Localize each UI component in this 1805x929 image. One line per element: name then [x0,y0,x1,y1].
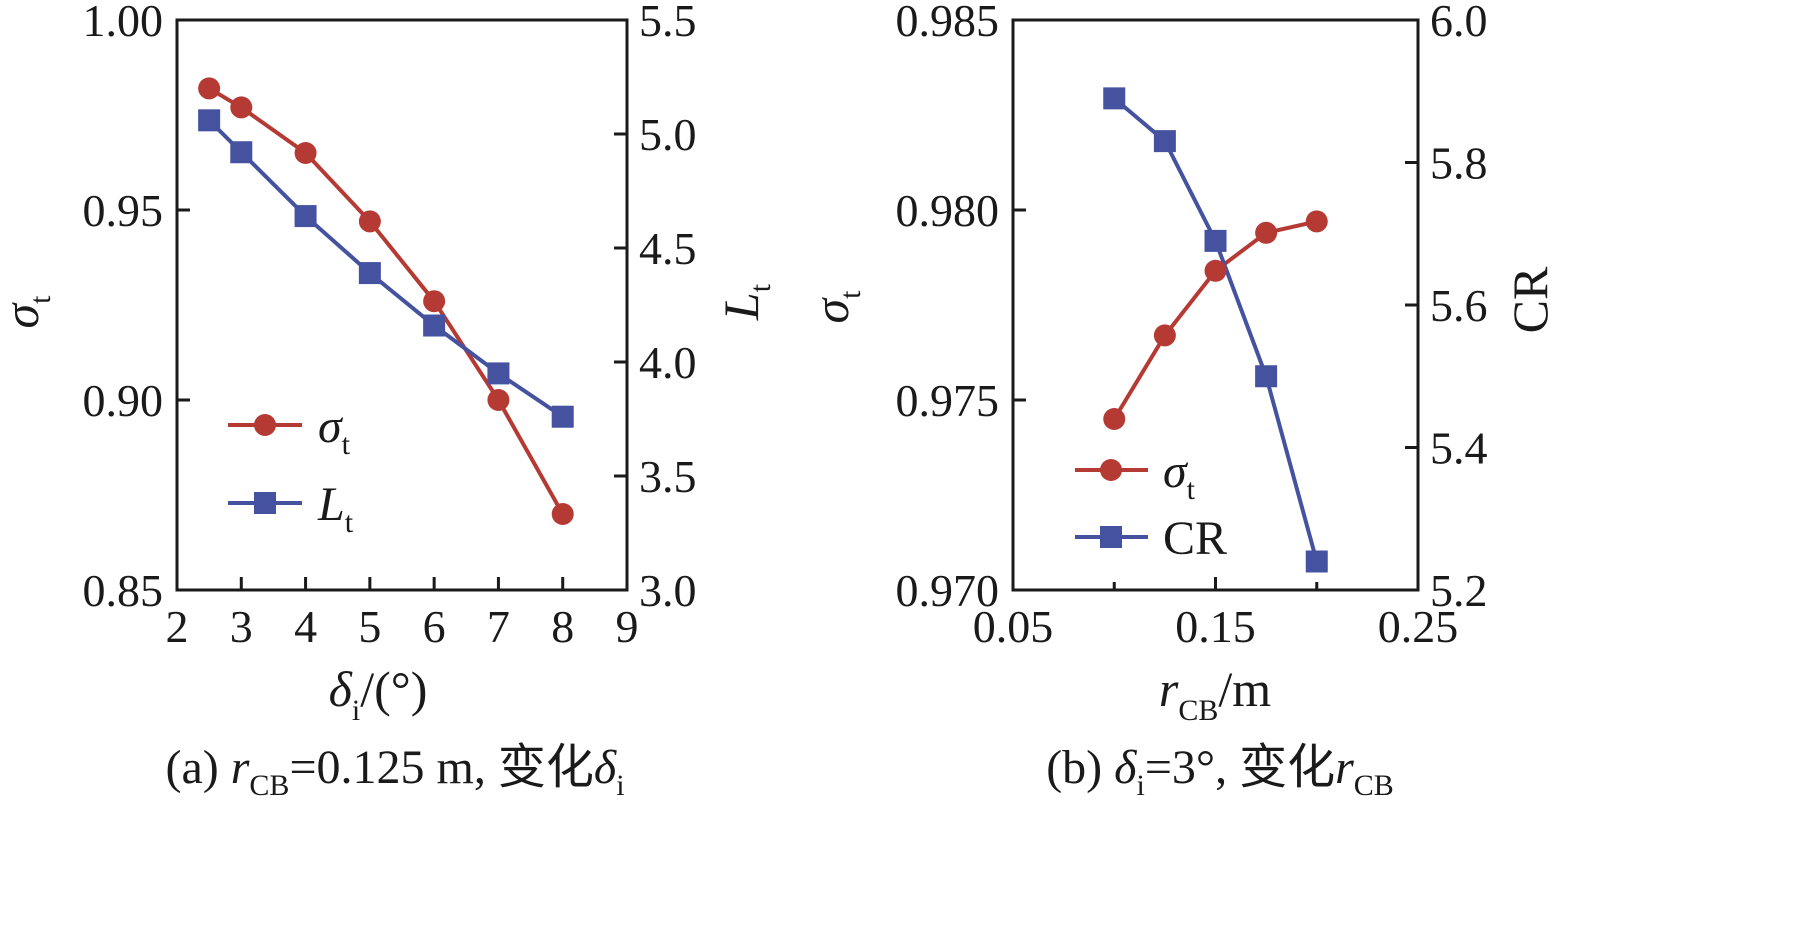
data-point-CR [1255,365,1278,388]
series-line-CR [1112,96,1319,563]
y-right-tick-label: 5.2 [1430,565,1488,616]
series-markers-a [198,77,574,525]
data-point-σt [423,290,446,313]
legend-a: σt Lt [228,400,354,539]
data-point-CR [1103,87,1126,110]
y-left-tick-label: 0.985 [896,0,1000,46]
chart-panel-a: 2 3 4 5 6 7 8 9 0.85 0.90 0.95 1.00 3.0 3.5 4.0 4.5 5.0 5… [0,0,777,802]
y-right-tick-label: 4.5 [639,223,697,274]
y-left-tick-label: 0.975 [896,375,1000,426]
x-tick-label: 2 [166,601,189,652]
data-point-σt [551,503,574,525]
data-point-σt [358,210,381,233]
y-right-label-b: CR [1502,266,1558,333]
y-right-tick-label: 6.0 [1430,0,1488,46]
data-point-σt [1153,324,1176,347]
data-point-Lt [358,262,381,285]
y-right-tick-label: 5.6 [1430,280,1488,331]
axis-ticks-b: 0.05 0.15 0.25 0.970 0.975 0.980 0.985 5.2 5.4 5.… [896,0,1488,652]
data-point-Lt [551,405,574,428]
y-right-tick-label: 3.5 [639,451,697,502]
series-lines-a [207,86,565,515]
y-right-tick-label: 5.0 [639,109,697,160]
y-left-tick-label: 0.980 [896,185,1000,236]
data-point-Lt [294,205,317,228]
svg-text:CR: CR [1502,266,1558,333]
x-tick-label: 7 [487,601,510,652]
legend-label-sigma-a: σt [318,400,351,461]
y-right-tick-label: 5.4 [1430,423,1488,474]
caption-a: (a) rCB=0.125 m, 变化δi [165,741,624,802]
x-tick-label: 5 [358,601,381,652]
data-point-CR [1204,229,1227,252]
plot-frame-a [175,18,629,592]
series-line-σt [208,86,565,515]
data-point-σt [294,142,317,164]
legend-marker-cr-b [1100,526,1122,548]
legend-label-lt-a: Lt [317,478,354,539]
data-point-σt [487,389,510,411]
legend-marker-sigma-b [1100,459,1122,481]
data-point-σt [1204,259,1227,282]
y-right-tick-label: 4.0 [639,337,697,388]
svg-text:σt: σt [0,295,57,329]
y-left-label-b: σt [803,290,867,324]
y-right-tick-label: 3.0 [639,565,697,616]
y-right-tick-label: 5.8 [1430,138,1488,189]
data-point-σt [1103,408,1126,430]
x-tick-label: 0.15 [1175,601,1256,652]
legend-marker-sigma-a [254,414,276,436]
x-tick-label: 3 [230,601,253,652]
legend-label-sigma-b: σt [1163,445,1196,506]
plot-frame-b [1011,18,1420,592]
series-markers-b [1103,87,1328,573]
y-left-tick-label: 0.970 [896,565,1000,616]
svg-text:Lt: Lt [713,283,777,321]
series-line-Lt [207,118,564,419]
data-point-CR [1305,550,1328,573]
data-point-σt [230,96,253,119]
data-point-Lt [423,314,446,337]
data-point-σt [1305,210,1328,233]
chart-panel-b: 0.05 0.15 0.25 0.970 0.975 0.980 0.985 5.2 5.4 5.… [803,0,1558,802]
svg-text:σt: σt [803,290,867,324]
data-point-Lt [230,141,253,164]
data-point-σt [198,77,221,100]
data-point-σt [1255,221,1278,244]
x-tick-label: 0.05 [973,601,1054,652]
legend-b: σt CR [1075,445,1227,565]
y-right-tick-label: 5.5 [639,0,697,46]
y-left-tick-label: 1.00 [83,0,164,46]
data-point-Lt [487,362,510,385]
x-tick-label: 6 [423,601,446,652]
x-tick-label: 9 [616,601,639,652]
legend-marker-lt-a [254,492,276,514]
x-tick-label: 4 [294,601,317,652]
y-left-label-a: σt [0,295,57,329]
x-label-b: rCB/m [1159,661,1271,727]
x-label-a: δi/(°) [329,661,428,727]
y-right-label-a: Lt [713,283,777,321]
caption-b: (b) δi=3°, 变化rCB [1046,741,1394,802]
y-left-tick-label: 0.90 [83,375,164,426]
y-left-tick-label: 0.85 [83,565,164,616]
y-left-tick-label: 0.95 [83,185,164,236]
x-tick-label: 0.25 [1378,601,1459,652]
data-point-Lt [198,109,221,132]
axis-ticks-a: 2 3 4 5 6 7 8 9 0.85 0.90 0.95 1.00 3.0 3.5 4.0 4.5 5.0 5… [83,0,697,652]
x-tick-label: 8 [551,601,574,652]
series-lines-b [1112,96,1319,563]
data-point-CR [1153,130,1176,153]
legend-label-cr-b: CR [1163,512,1227,565]
